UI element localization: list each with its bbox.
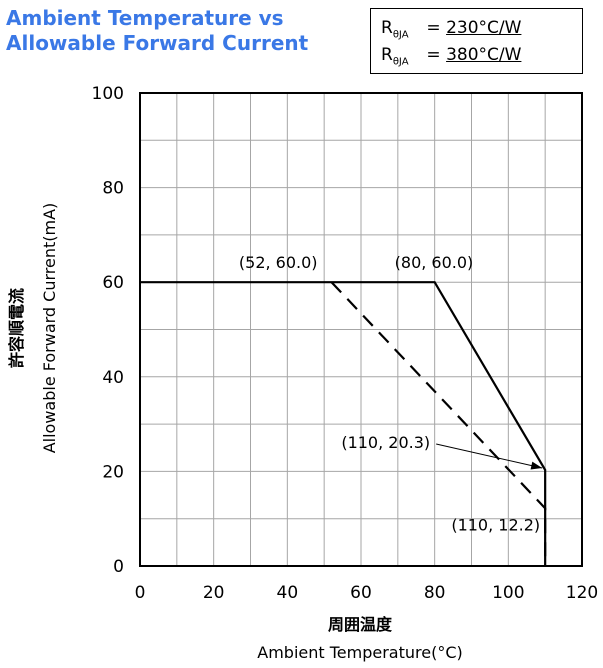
x-tick-label: 20 — [203, 583, 225, 603]
annotation-label: (80, 60.0) — [395, 253, 474, 272]
y-tick-label: 100 — [92, 84, 124, 104]
x-tick-label: 80 — [424, 583, 446, 603]
tick-labels: 0 20 40 60 80 100 120 0 20 40 60 80 100 — [92, 84, 599, 603]
y-tick-label: 40 — [102, 368, 124, 388]
annotation-label: (110, 20.3) — [341, 433, 430, 452]
y-tick-label: 60 — [102, 273, 124, 293]
x-tick-label: 120 — [566, 583, 598, 603]
title-line-1: Ambient Temperature vs — [6, 6, 284, 30]
annotation-arrow — [436, 443, 543, 469]
x-tick-label: 100 — [492, 583, 524, 603]
legend-symbol: RθJA — [381, 18, 409, 41]
legend-entry-380: RθJA = 380°C/W — [381, 45, 522, 68]
legend-entry-230: RθJA = 230°C/W — [381, 18, 522, 41]
series-lines — [140, 281, 547, 566]
legend-symbol: RθJA — [381, 45, 409, 68]
arrowhead-icon — [530, 461, 543, 470]
x-tick-label: 0 — [135, 583, 146, 603]
legend-value: 230°C/W — [446, 18, 522, 38]
y-axis-label-jp: 許容順電流 — [7, 288, 26, 368]
x-tick-label: 60 — [350, 583, 372, 603]
annotation-label: (52, 60.0) — [239, 253, 318, 272]
y-tick-label: 80 — [102, 179, 124, 199]
annotations: (52, 60.0) (80, 60.0) (110, 20.3) (110, 12.… — [239, 253, 543, 534]
gridlines — [140, 93, 582, 566]
y-tick-label: 0 — [113, 557, 124, 577]
series-line-1 — [140, 281, 547, 566]
legend-value: 380°C/W — [446, 45, 522, 65]
y-axis-label: Allowable Forward Current(mA) — [40, 203, 59, 454]
chart-title: Ambient Temperature vs Allowable Forward… — [6, 6, 308, 56]
annotation-label: (110, 12.2) — [451, 515, 540, 534]
x-tick-label: 40 — [277, 583, 299, 603]
legend-box: RθJA = 230°C/W RθJA = 380°C/W — [370, 8, 583, 74]
x-axis-label-jp: 周囲温度 — [328, 615, 393, 634]
plot-frame — [139, 92, 583, 567]
y-tick-label: 20 — [102, 462, 124, 482]
title-line-2: Allowable Forward Current — [6, 31, 309, 55]
x-axis-label: Ambient Temperature(°C) — [257, 643, 462, 662]
series-line-2 — [330, 281, 547, 566]
